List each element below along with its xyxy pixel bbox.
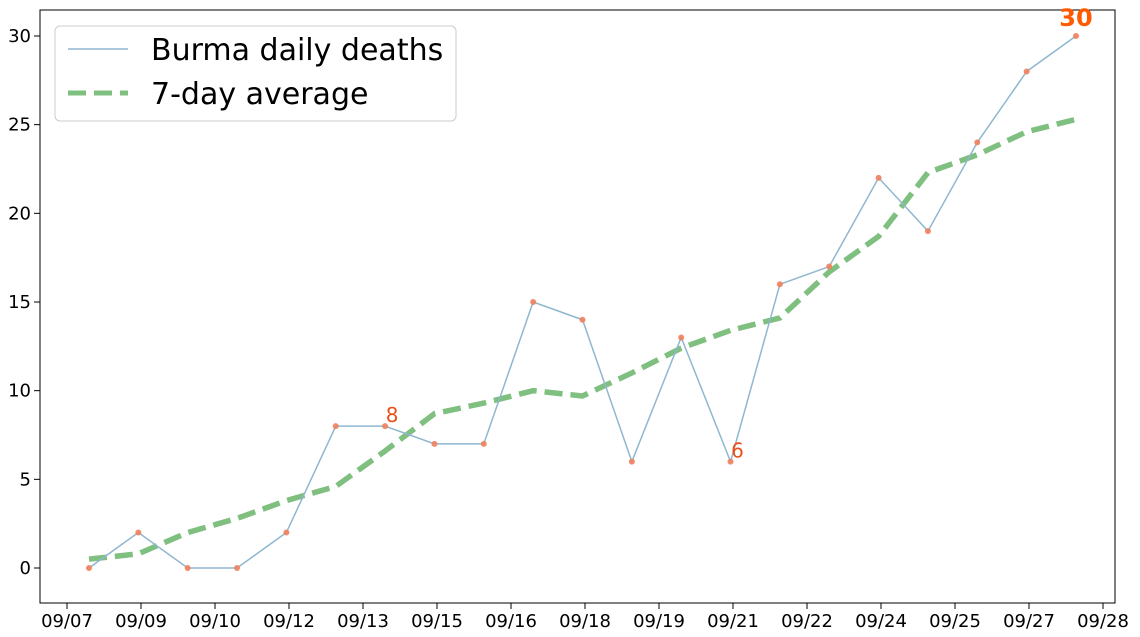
legend: Burma daily deaths 7-day average [54, 25, 457, 122]
x-tick-label: 09/25 [929, 611, 981, 632]
data-point [875, 174, 882, 181]
data-point [283, 529, 290, 536]
series-burma-daily-deaths [86, 33, 1079, 571]
x-tick-label: 09/27 [1003, 611, 1055, 632]
data-point [924, 228, 931, 235]
series-7-day-average [88, 116, 1077, 562]
x-axis-ticks: 09/07 09/09 09/10 09/12 09/13 09/15 09/16 09/18… [41, 603, 1129, 632]
x-tick-label: 09/10 [189, 611, 241, 632]
x-tick-label: 09/18 [559, 611, 611, 632]
data-point [678, 334, 685, 341]
data-point [530, 299, 537, 305]
avg-line [88, 116, 1077, 562]
legend-label-burma-daily-deaths: Burma daily deaths [151, 33, 443, 68]
data-point [628, 458, 635, 465]
data-point [480, 440, 487, 447]
y-tick-label: 10 [8, 381, 31, 402]
data-point [826, 263, 833, 270]
legend-label-7-day-average: 7-day average [151, 77, 368, 112]
data-point [332, 423, 339, 430]
y-tick-label: 30 [8, 26, 31, 47]
annotation-label: 8 [386, 403, 399, 427]
y-tick-label: 20 [8, 203, 31, 224]
data-point [431, 440, 438, 447]
plot-frame [39, 9, 1116, 604]
data-point [974, 139, 981, 146]
x-tick-label: 09/09 [115, 611, 167, 632]
annotations: 8 6 30 [386, 4, 1093, 463]
x-tick-label: 09/07 [41, 611, 93, 632]
legend-box [54, 25, 457, 122]
data-point [382, 423, 389, 430]
data-point [234, 565, 241, 571]
data-point [135, 529, 142, 536]
x-tick-label: 09/12 [263, 611, 315, 632]
y-axis-ticks: 0 5 10 15 20 25 30 [8, 26, 40, 579]
data-point [776, 281, 783, 288]
y-tick-label: 15 [8, 292, 31, 313]
data-point [86, 565, 92, 571]
y-tick-label: 25 [8, 115, 31, 136]
data-point [727, 458, 734, 465]
data-point [184, 565, 191, 571]
annotation-label: 6 [731, 439, 744, 463]
annotation-label: 30 [1059, 4, 1092, 32]
x-tick-label: 09/13 [337, 611, 389, 632]
x-tick-label: 09/19 [633, 611, 685, 632]
data-point [1023, 68, 1030, 75]
x-tick-label: 09/22 [781, 611, 833, 632]
data-point [579, 316, 586, 323]
y-tick-label: 0 [20, 558, 31, 579]
x-tick-label: 09/24 [855, 611, 907, 632]
x-tick-label: 09/21 [707, 611, 759, 632]
x-tick-label: 09/28 [1077, 611, 1129, 632]
y-tick-label: 5 [20, 469, 31, 490]
x-tick-label: 09/15 [411, 611, 463, 632]
x-tick-label: 09/16 [485, 611, 537, 632]
data-point [1073, 33, 1079, 39]
